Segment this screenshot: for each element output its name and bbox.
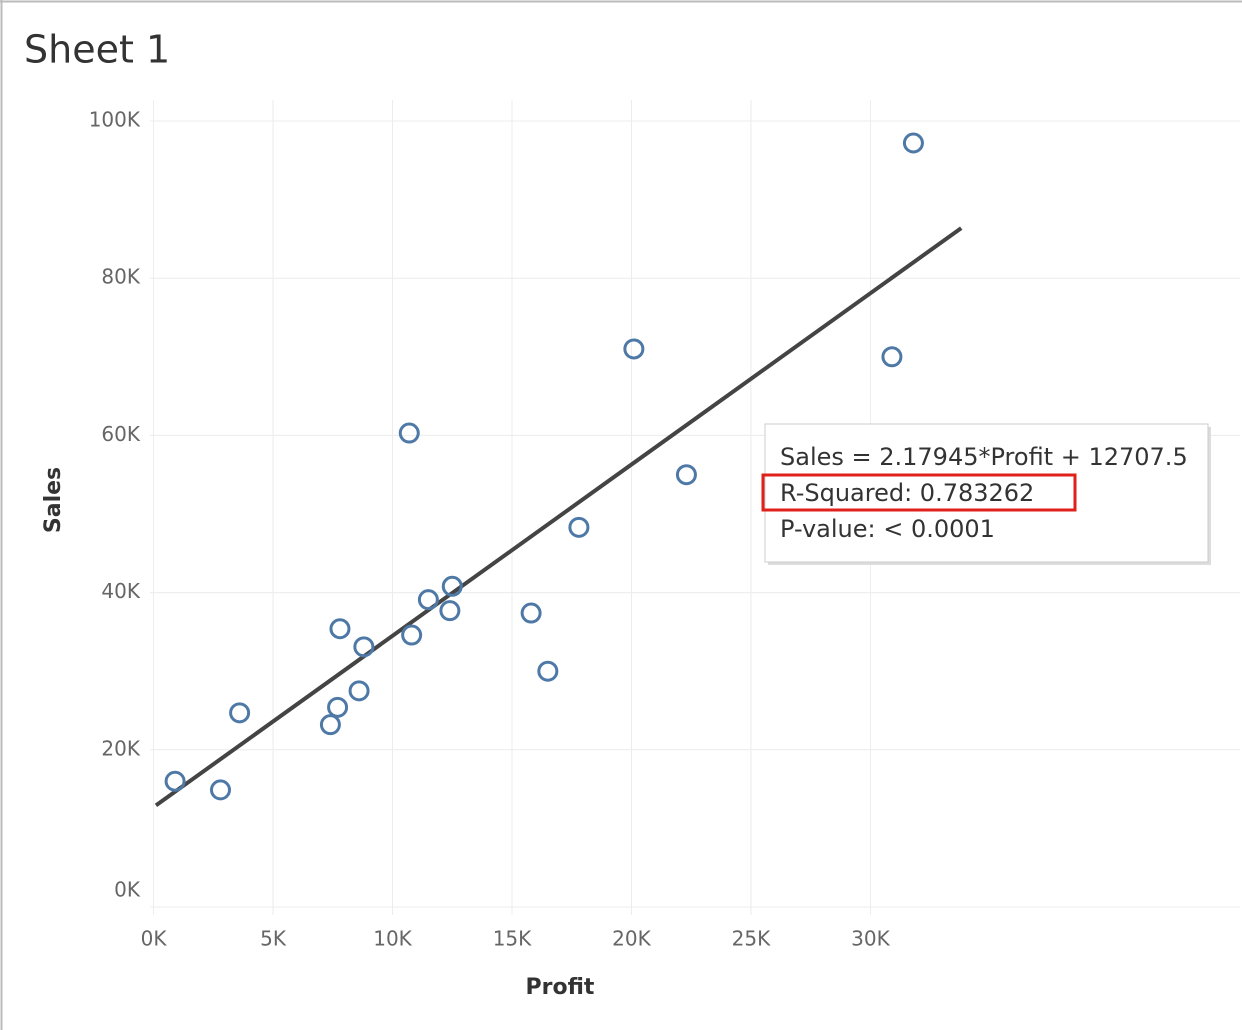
point [319,714,341,736]
x-tick-label: 25K [732,927,771,951]
highlight-box [761,473,1077,512]
annotation-line: Sales = 2.17945*Profit + 12707.5 [780,443,1188,471]
point [537,660,559,682]
point [520,602,542,624]
x-tick-label: 10K [373,927,412,951]
annotation-line: R-Squared: 0.783262 [780,479,1034,507]
point [401,624,423,646]
annotation-line: P-value: < 0.0001 [780,515,995,543]
y-tick-label: 80K [101,265,140,289]
annotation-box [764,423,1209,563]
point [348,680,370,702]
trend-line [154,226,963,808]
y-axis-title: Sales [41,467,66,533]
point [398,422,420,444]
point [229,702,251,724]
x-tick-label: 5K [260,927,287,951]
x-tick-label: 15K [493,927,532,951]
chart-title: Sheet 1 [24,28,170,72]
point [441,575,463,597]
y-tick-label: 100K [89,108,141,132]
point [353,636,375,658]
point [881,346,903,368]
x-tick-label: 20K [612,927,651,951]
point [417,589,439,611]
point [623,338,645,360]
point [568,516,590,538]
y-tick-label: 60K [101,422,140,446]
point [675,464,697,486]
point [327,696,349,718]
point [902,132,924,154]
point [439,600,461,622]
point [164,770,186,792]
point [209,779,231,801]
x-axis-title: Profit [526,975,595,1000]
x-tick-label: 0K [141,927,168,951]
y-tick-label: 20K [101,736,140,760]
point [329,618,351,640]
y-tick-label: 0K [114,878,141,902]
x-tick-label: 30K [851,927,890,951]
y-tick-label: 40K [101,579,140,603]
